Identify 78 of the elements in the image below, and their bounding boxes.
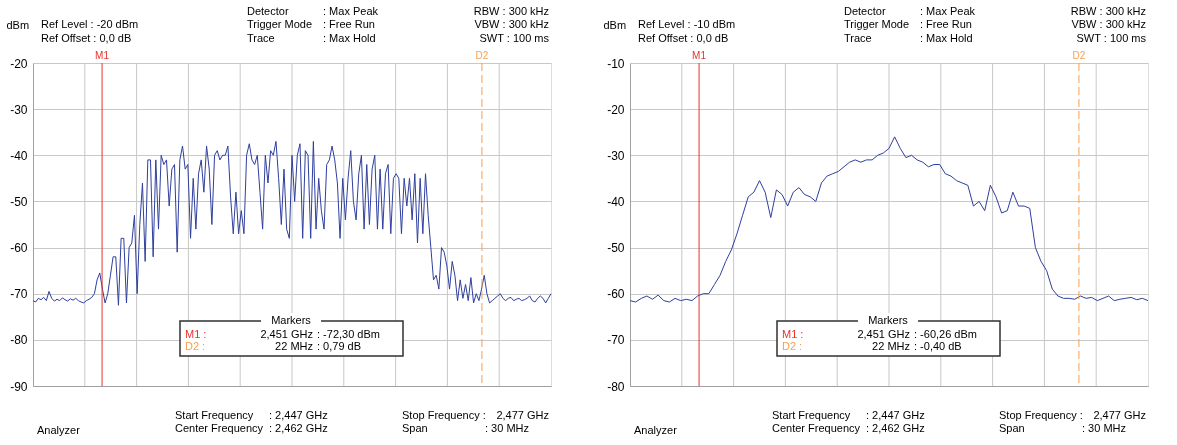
text: RBW : 300 kHz: [1070, 5, 1146, 17]
text: Span: [402, 422, 428, 434]
y-tick-label: -50: [10, 194, 28, 209]
text: : 2,462 GHz: [866, 422, 925, 434]
text: Center Frequency: [772, 422, 861, 434]
y-tick-label: -80: [607, 379, 625, 394]
text: D2: [1072, 50, 1086, 61]
text: : Max Hold: [920, 32, 973, 44]
line-series: [32, 140, 552, 306]
y-tick-label: -70: [10, 287, 28, 302]
annotation: 22 MHz: [872, 340, 910, 352]
text: Ref Offset : 0,0 dB: [638, 32, 729, 44]
text: RBW : 300 kHz: [473, 5, 549, 17]
text: Detector: [247, 5, 289, 17]
y-tick-label: -60: [10, 241, 28, 256]
annotation: : -60,26 dBm: [914, 328, 977, 340]
y-tick-label: -30: [607, 148, 625, 163]
y-tick-label: -40: [10, 148, 28, 163]
text: : Free Run: [323, 18, 375, 30]
text: Span: [999, 422, 1025, 434]
line-series: [629, 136, 1149, 303]
text: : 2,462 GHz: [269, 422, 328, 434]
annotation: D2 :: [185, 340, 206, 352]
y-tick-label: -20: [10, 56, 28, 71]
annotation: 22 MHz: [275, 340, 313, 352]
text: Detector: [844, 5, 886, 17]
text: : 30 MHz: [1082, 422, 1127, 434]
y-tick-label: -50: [607, 241, 625, 256]
text: Start Frequency: [175, 409, 254, 421]
text: Trigger Mode: [844, 18, 910, 30]
y-tick-label: -70: [607, 333, 625, 348]
annotation: M1 :: [782, 328, 804, 340]
annotation: Markers: [868, 314, 909, 326]
y-tick-label: -80: [10, 333, 28, 348]
annotation: M1 :: [185, 328, 207, 340]
text: Trace: [247, 32, 275, 44]
text: Center Frequency: [175, 422, 264, 434]
text: Analyzer: [634, 424, 678, 436]
annotation: 2,451 GHz: [260, 328, 313, 340]
text: Ref Level : -10 dBm: [638, 18, 736, 30]
text: : 2,447 GHz: [866, 409, 925, 421]
text: : 30 MHz: [485, 422, 530, 434]
y-tick-label: -20: [607, 102, 625, 117]
text: SWT : 100 ms: [479, 32, 550, 44]
text: : 2,447 GHz: [269, 409, 328, 421]
y-tick-label: -90: [10, 379, 28, 394]
text: D2: [475, 50, 489, 61]
annotation: : -0,40 dB: [914, 340, 962, 352]
text: Trace: [844, 32, 872, 44]
text: VBW : 300 kHz: [474, 18, 549, 30]
annotation: 2,451 GHz: [857, 328, 910, 340]
text: Trigger Mode: [247, 18, 313, 30]
y-axis-title: dBm: [6, 18, 30, 31]
text: Analyzer: [37, 424, 81, 436]
annotation: Markers: [271, 314, 312, 326]
text: Start Frequency: [772, 409, 851, 421]
y-tick-label: -10: [607, 56, 625, 71]
text: Stop Frequency :: [999, 409, 1083, 421]
text: 2,477 GHz: [1093, 409, 1146, 421]
annotation: : 0,79 dB: [317, 340, 362, 352]
text: SWT : 100 ms: [1076, 32, 1147, 44]
text: M1: [692, 50, 707, 61]
text: 2,477 GHz: [496, 409, 549, 421]
y-tick-label: -60: [607, 287, 625, 302]
text: M1: [95, 50, 110, 61]
annotation: : -72,30 dBm: [317, 328, 380, 340]
text: : Free Run: [920, 18, 972, 30]
text: Stop Frequency :: [402, 409, 486, 421]
y-tick-label: -40: [607, 194, 625, 209]
text: : Max Peak: [920, 5, 976, 17]
text: Ref Level : -20 dBm: [41, 18, 139, 30]
text: Ref Offset : 0,0 dB: [41, 32, 132, 44]
text: : Max Hold: [323, 32, 376, 44]
annotation: D2 :: [782, 340, 803, 352]
text: : Max Peak: [323, 5, 379, 17]
text: VBW : 300 kHz: [1071, 18, 1146, 30]
y-axis-title: dBm: [603, 18, 627, 31]
y-tick-label: -30: [10, 102, 28, 117]
